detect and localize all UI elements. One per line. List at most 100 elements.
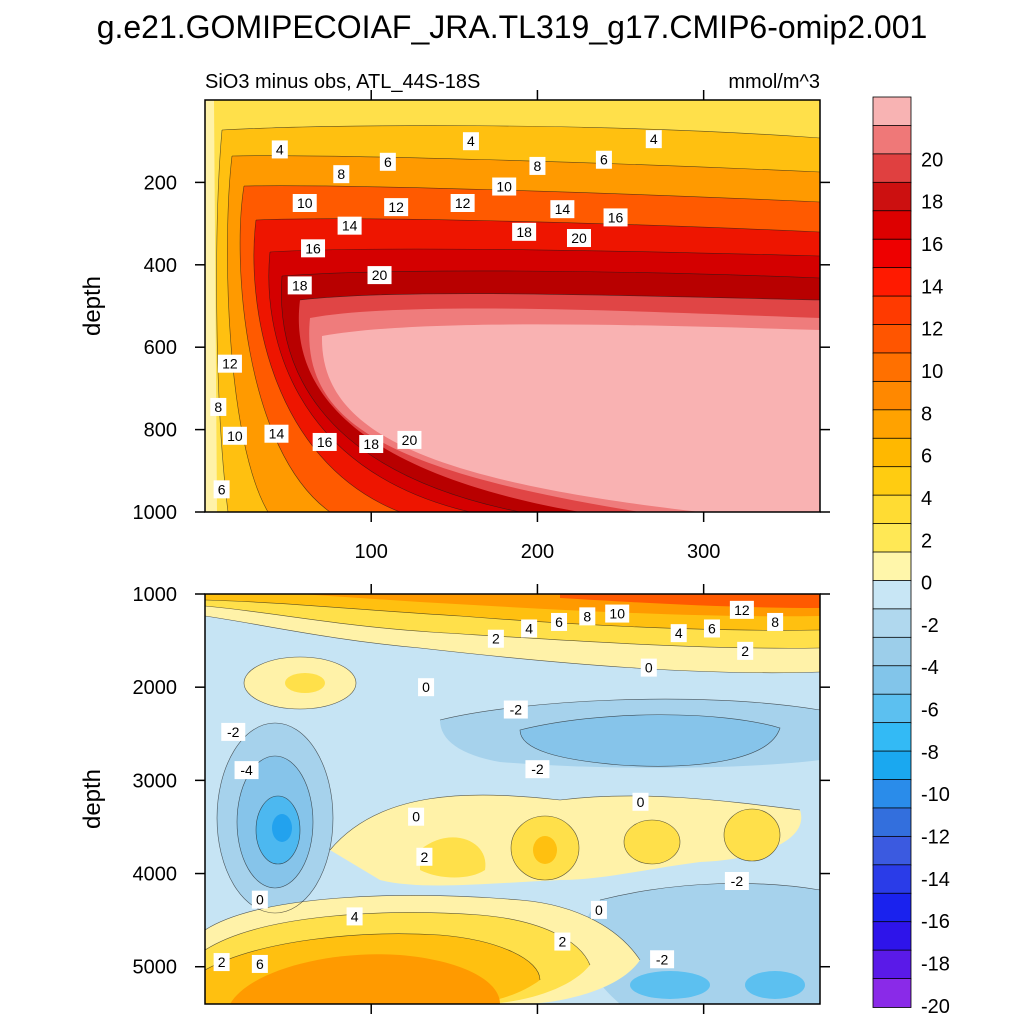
upper-contour-label-box bbox=[271, 140, 288, 159]
lower-contour-label-box bbox=[650, 950, 675, 969]
lower-contour-label-box bbox=[408, 807, 425, 826]
lower-contour-label-text: 6 bbox=[256, 956, 264, 972]
colorbar-segment bbox=[872, 352, 912, 383]
lower-contour-label-text: -2 bbox=[510, 702, 523, 718]
colorbar-segment bbox=[872, 96, 912, 127]
lower-contour-label: -4 bbox=[234, 761, 259, 780]
upper-x-tick-label: 300 bbox=[687, 541, 720, 563]
colorbar-tick-label: 2 bbox=[921, 530, 932, 552]
lower-contour-label-box bbox=[605, 604, 630, 623]
lower-contour-label-text: 4 bbox=[351, 908, 359, 924]
lower-contour-label: 2 bbox=[554, 932, 571, 951]
upper-contour-label-box bbox=[292, 194, 317, 212]
upper-contour-label-box bbox=[367, 266, 392, 285]
upper-contour-label-box bbox=[566, 229, 591, 248]
lower-contour-label: -2 bbox=[724, 872, 749, 890]
colorbar-segment bbox=[872, 380, 912, 411]
colorbar-tick-label: 10 bbox=[921, 361, 943, 383]
upper-contour-label-box bbox=[359, 435, 384, 454]
upper-contour-label-box bbox=[384, 198, 409, 217]
colorbar-segment bbox=[872, 324, 912, 354]
lower-contour-label-box bbox=[346, 907, 363, 926]
upper-contour-label-text: 6 bbox=[218, 481, 226, 497]
colorbar-tick-label: 14 bbox=[921, 276, 943, 298]
lower-contour-label-text: 0 bbox=[595, 902, 603, 918]
upper-contour-label: 6 bbox=[595, 150, 612, 169]
lower-contour-label-text: 4 bbox=[675, 625, 683, 641]
upper-contour-label: 6 bbox=[379, 152, 396, 171]
lower-contour-label: -2 bbox=[525, 760, 550, 779]
upper-contour-label-text: 8 bbox=[534, 158, 542, 174]
colorbar-segment bbox=[872, 267, 912, 297]
upper-contour-label-box bbox=[462, 132, 479, 151]
upper-panel-units: mmol/m^3 bbox=[728, 71, 820, 93]
colorbar-tick-label: 18 bbox=[921, 192, 943, 214]
upper-contour-label-text: 6 bbox=[600, 152, 608, 168]
upper-contour-label: 14 bbox=[337, 216, 362, 235]
colorbar-segment bbox=[872, 153, 912, 184]
lower-contour-label: 0 bbox=[640, 658, 657, 677]
lower-contour-label: 6 bbox=[251, 954, 268, 973]
lower-contour-label-box bbox=[551, 612, 568, 631]
colorbar-segment bbox=[872, 409, 912, 440]
upper-contour-label-box bbox=[550, 200, 575, 219]
upper-y-tick-label: 200 bbox=[144, 172, 177, 194]
upper-contour-label-text: 16 bbox=[608, 209, 624, 225]
lower-plot-frame bbox=[204, 593, 821, 1005]
upper-contour-label: 16 bbox=[312, 432, 337, 451]
lower-contour-label-text: 0 bbox=[637, 794, 645, 810]
upper-contour-label: 4 bbox=[645, 130, 662, 149]
upper-y-axis-label: depth bbox=[79, 276, 106, 336]
upper-x-tick-label: 100 bbox=[355, 541, 388, 563]
colorbar-segment bbox=[872, 580, 912, 610]
upper-contour-label-text: 18 bbox=[516, 224, 532, 240]
upper-contour-label: 20 bbox=[566, 229, 591, 248]
upper-contour-field bbox=[205, 100, 820, 512]
lower-contour-label: 0 bbox=[251, 890, 268, 909]
colorbar-segment bbox=[872, 779, 912, 809]
upper-contour-label-box bbox=[333, 165, 350, 184]
upper-contour-label-text: 6 bbox=[384, 154, 392, 170]
lower-contour-label-text: 0 bbox=[645, 660, 653, 676]
colorbar-tick-label: -12 bbox=[921, 827, 950, 849]
colorbar-segment bbox=[872, 722, 912, 752]
colorbar-segment bbox=[872, 835, 912, 866]
lower-contour-label-text: 2 bbox=[492, 631, 500, 647]
upper-contour-label-text: 16 bbox=[305, 240, 321, 256]
upper-contour-label: 10 bbox=[492, 177, 517, 196]
colorbar-tick-label: -8 bbox=[921, 742, 939, 764]
colorbar-segment bbox=[872, 750, 912, 781]
upper-contour-label: 18 bbox=[287, 276, 312, 295]
lower-contour-label-box bbox=[251, 890, 268, 909]
colorbar-segment bbox=[872, 466, 912, 497]
lower-contour-label-box bbox=[234, 761, 259, 780]
upper-contour-label-box bbox=[450, 194, 475, 212]
upper-y-tick-label: 600 bbox=[144, 337, 177, 359]
lower-contour-label: 2 bbox=[737, 641, 754, 660]
upper-contour-label-text: 18 bbox=[363, 436, 379, 452]
lower-contour-label: 0 bbox=[408, 807, 425, 826]
colorbar-tick-label: -20 bbox=[921, 996, 950, 1018]
upper-y-tick-label: 1000 bbox=[133, 502, 178, 524]
lower-contour-label-box bbox=[632, 792, 649, 811]
upper-contour-label-text: 8 bbox=[214, 399, 222, 415]
colorbar-segment bbox=[872, 693, 912, 724]
colorbar-tick-label: 0 bbox=[921, 573, 932, 595]
upper-contour-label-text: 16 bbox=[317, 434, 333, 450]
upper-contour-label-text: 10 bbox=[496, 179, 512, 195]
upper-contour-label-box bbox=[529, 156, 546, 175]
lower-contour-label: 8 bbox=[767, 612, 784, 631]
lower-contour-label: 2 bbox=[213, 953, 230, 972]
lower-contour-label-text: -2 bbox=[731, 873, 744, 889]
lower-contour-label-text: 2 bbox=[558, 934, 566, 950]
lower-contour-label: 4 bbox=[521, 619, 538, 638]
lower-contour-label-box bbox=[525, 760, 550, 779]
upper-contour-label-box bbox=[213, 480, 230, 499]
colorbar-segment bbox=[872, 636, 912, 667]
upper-contour-label: 4 bbox=[462, 132, 479, 151]
colorbar-tick-label: -14 bbox=[921, 869, 950, 891]
colorbar: 20181614121086420-2-4-6-8-10-12-14-16-18… bbox=[872, 96, 950, 1018]
lower-contour-label-text: 0 bbox=[412, 809, 420, 825]
upper-contour-label: 16 bbox=[603, 208, 628, 227]
upper-contour-label-text: 8 bbox=[337, 166, 345, 182]
